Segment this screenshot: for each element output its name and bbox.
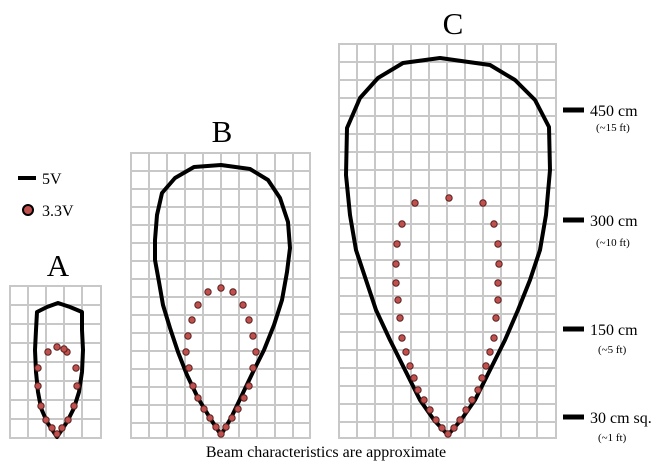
beam-3v3-dot — [53, 430, 61, 438]
beam-3v3-dot — [249, 332, 257, 340]
distance-sublabel-30: (~1 ft) — [598, 432, 627, 444]
beam-3v3-dot — [479, 199, 487, 207]
beam-3v3-dot — [420, 396, 428, 404]
beam-3v3-dot — [495, 260, 503, 268]
beam-3v3-dot — [206, 414, 214, 422]
beam-3v3-dot — [64, 416, 72, 424]
beam-3v3-dot — [245, 382, 253, 390]
beam-3v3-dot — [494, 279, 502, 287]
beam-3v3-dot — [486, 348, 494, 356]
beam-3v3-dot — [188, 316, 196, 324]
beam-a-3v3-dots — [34, 343, 81, 438]
beam-3v3-dot — [70, 402, 78, 410]
distance-label-300: 300 cm — [590, 213, 638, 230]
beam-b-3v3-dots — [182, 284, 260, 438]
beam-3v3-dot — [252, 348, 260, 356]
beam-3v3-dot — [432, 416, 440, 424]
beam-3v3-dot — [240, 394, 248, 402]
beam-3v3-dot — [234, 405, 242, 413]
panel-label-a: A — [47, 248, 70, 283]
beam-3v3-dot — [42, 416, 50, 424]
beam-3v3-dot — [456, 416, 464, 424]
beam-3v3-dot — [474, 386, 482, 394]
beam-3v3-dot — [398, 220, 406, 228]
beam-3v3-dot — [44, 348, 52, 356]
panel-a-grid — [9, 285, 102, 439]
beam-3v3-dot — [398, 334, 406, 342]
beam-3v3-dot — [426, 406, 434, 414]
beam-b-5v-outline — [153, 163, 292, 437]
beam-3v3-dot — [490, 220, 498, 228]
beam-3v3-dot — [468, 396, 476, 404]
beam-3v3-dot — [34, 382, 42, 390]
panel-label-c: C — [443, 6, 464, 41]
beam-3v3-dot — [445, 194, 453, 202]
beam-3v3-dot — [414, 386, 422, 394]
legend-3v3-dot-marker — [22, 204, 34, 216]
distance-sublabel-450: (~15 ft) — [596, 122, 630, 134]
beam-3v3-dot — [217, 284, 225, 292]
legend-3v3-label: 3.3V — [42, 203, 74, 220]
beam-3v3-dot — [53, 343, 61, 351]
beam-3v3-dot — [212, 423, 220, 431]
beam-3v3-dot — [185, 364, 193, 372]
beam-3v3-dot — [228, 414, 236, 422]
beam-3v3-dot — [411, 199, 419, 207]
beam-3v3-dot — [492, 314, 500, 322]
beam-3v3-dot — [37, 402, 45, 410]
beam-a-5v-outline — [33, 301, 85, 439]
beam-3v3-dot — [204, 288, 212, 296]
beam-3v3-dot — [217, 430, 225, 438]
beam-3v3-dot — [494, 296, 502, 304]
distance-label-150: 150 cm — [590, 322, 638, 339]
beam-3v3-dot — [194, 394, 202, 402]
beam-3v3-dot — [189, 382, 197, 390]
beam-3v3-dot — [490, 334, 498, 342]
beam-3v3-dot — [482, 362, 490, 370]
beam-3v3-dot — [200, 405, 208, 413]
beam-3v3-dot — [60, 345, 68, 353]
beam-3v3-dot — [478, 374, 486, 382]
beam-3v3-dot — [182, 348, 190, 356]
beam-3v3-dot — [184, 332, 192, 340]
beam-3v3-dot — [392, 279, 400, 287]
beam-3v3-dot — [72, 364, 80, 372]
distance-sublabel-150: (~5 ft) — [598, 344, 627, 356]
panel-c-grid — [338, 43, 557, 439]
legend: 5V 3.3V — [18, 171, 74, 220]
beam-3v3-dot — [392, 260, 400, 268]
beam-3v3-dot — [438, 424, 446, 432]
beam-3v3-dot — [249, 364, 257, 372]
beam-3v3-dot — [406, 362, 414, 370]
beam-3v3-dot — [393, 240, 401, 248]
beam-3v3-dot — [444, 430, 452, 438]
distance-label-30: 30 cm sq. — [590, 410, 652, 427]
beam-3v3-dot — [410, 374, 418, 382]
distance-scale: 450 cm (~15 ft) 300 cm (~10 ft) 150 cm (… — [563, 103, 652, 444]
beam-3v3-dot — [245, 316, 253, 324]
beam-3v3-dot — [494, 240, 502, 248]
beam-3v3-dot — [34, 364, 42, 372]
panel-label-b: B — [212, 114, 233, 149]
beam-3v3-dot — [194, 301, 202, 309]
beam-3v3-dot — [58, 424, 66, 432]
beam-3v3-dot — [222, 423, 230, 431]
beam-3v3-dot — [229, 288, 237, 296]
beam-c-5v-outline — [344, 56, 552, 437]
beam-3v3-dot — [73, 382, 81, 390]
beam-3v3-dot — [462, 406, 470, 414]
beam-3v3-dot — [239, 301, 247, 309]
legend-5v-label: 5V — [42, 171, 62, 188]
beam-3v3-dot — [396, 314, 404, 322]
distance-sublabel-300: (~10 ft) — [596, 237, 630, 249]
footer-note: Beam characteristics are approximate — [206, 444, 446, 461]
beam-c-3v3-dots — [392, 194, 503, 438]
beam-3v3-dot — [394, 296, 402, 304]
beam-3v3-dot — [402, 348, 410, 356]
panel-b-grid — [130, 152, 311, 439]
beam-3v3-dot — [450, 424, 458, 432]
distance-label-450: 450 cm — [590, 103, 638, 120]
beam-3v3-dot — [48, 424, 56, 432]
